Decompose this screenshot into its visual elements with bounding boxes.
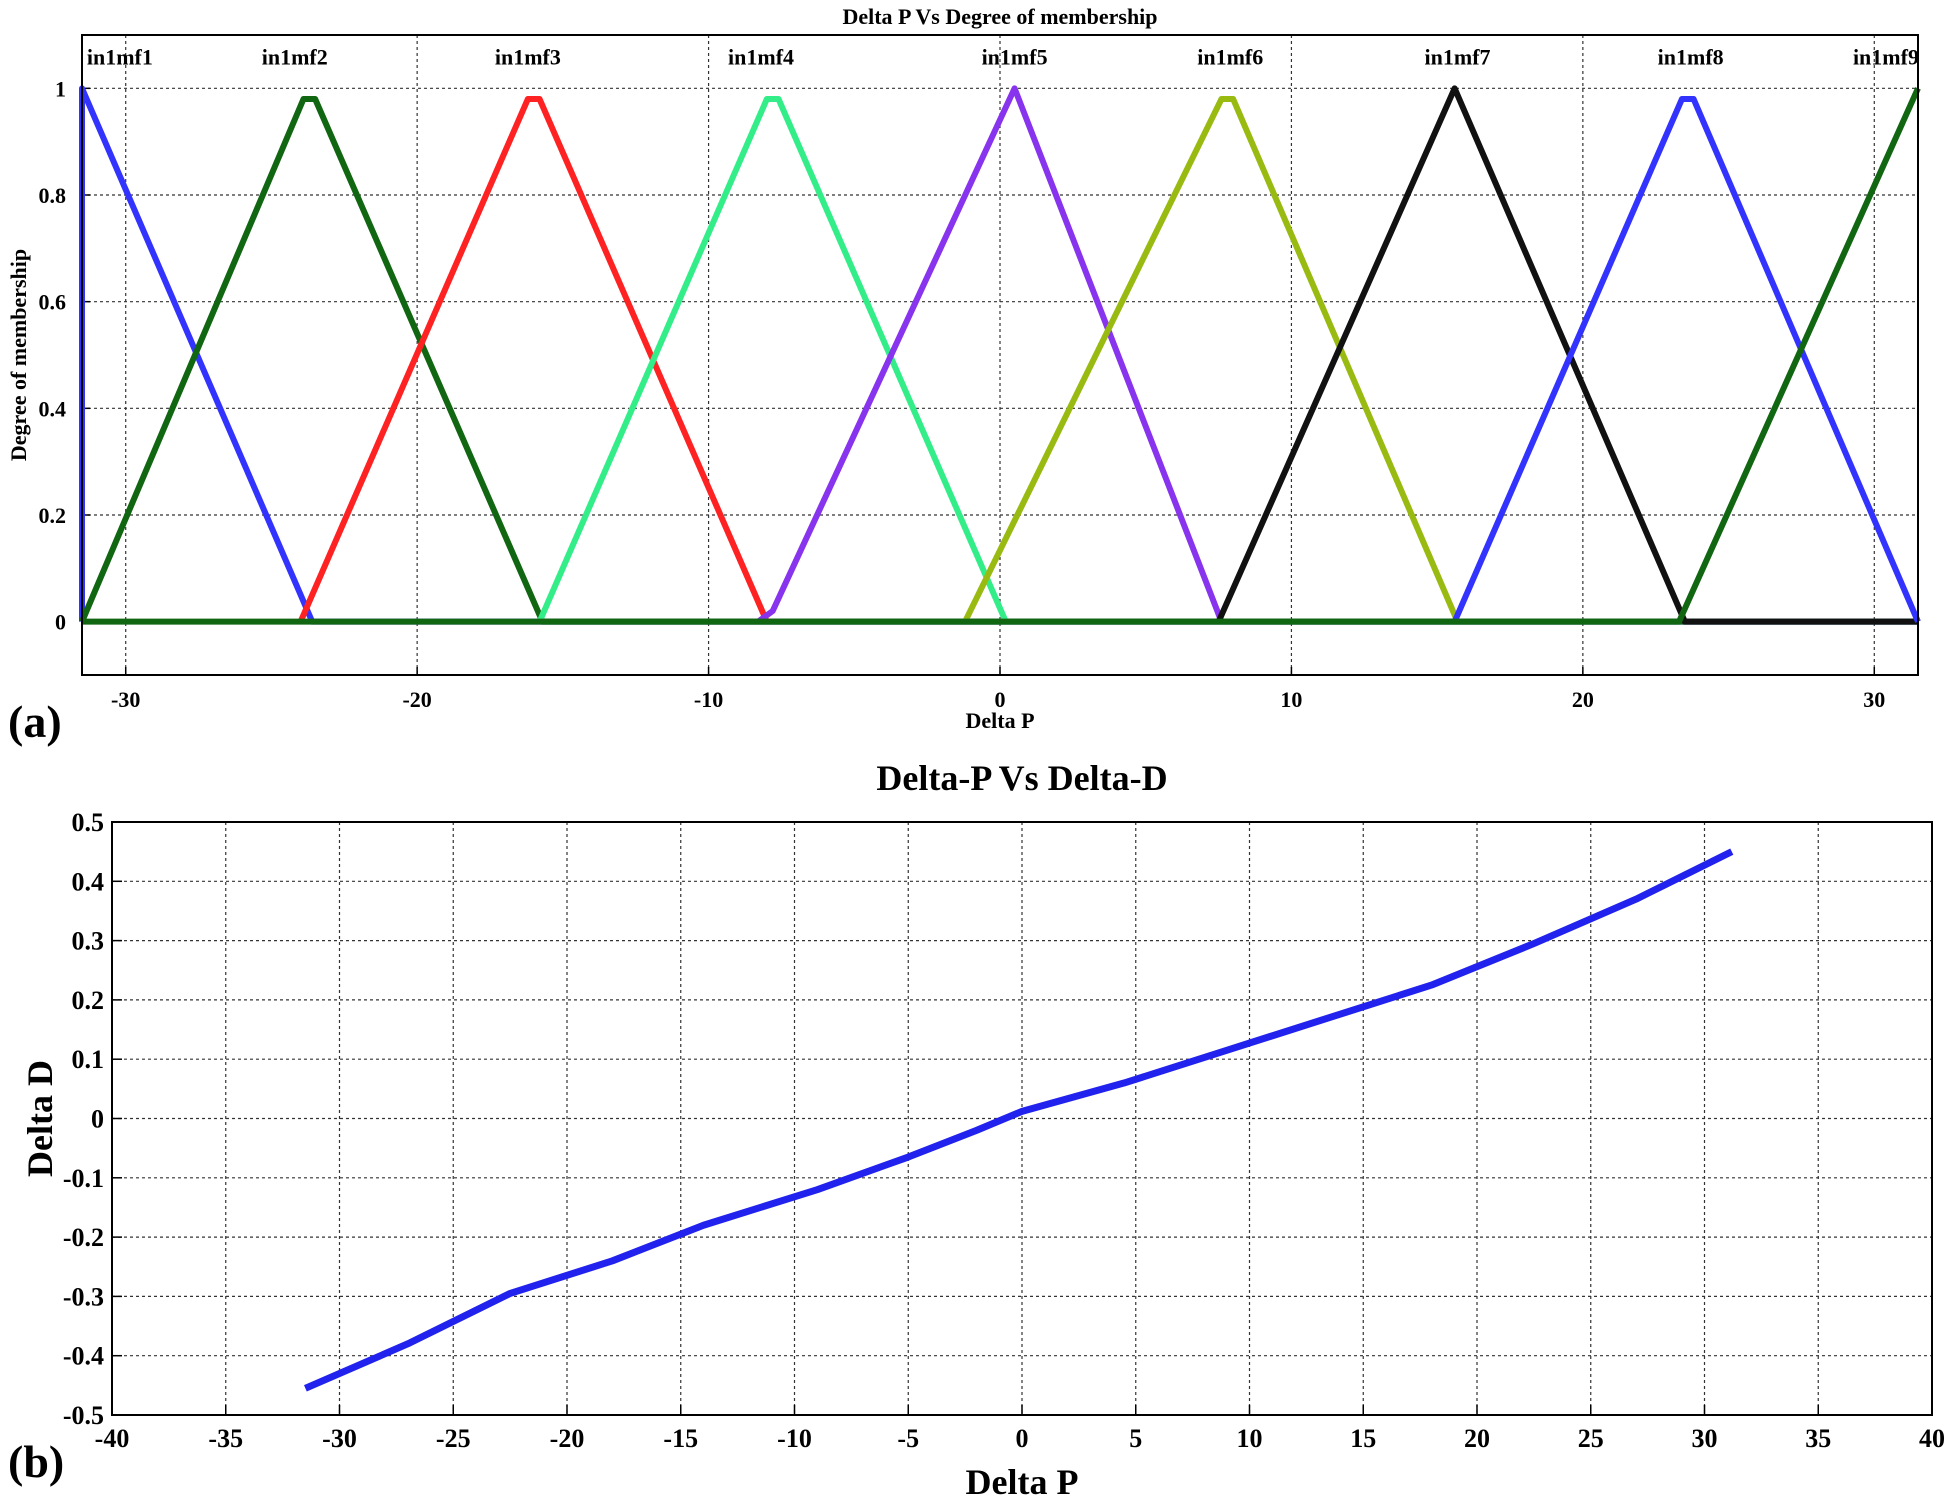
x-tick-label: -10 [777,1424,812,1453]
plot-frame [111,821,1933,1416]
chart-title: Delta P Vs Degree of membership [842,4,1157,29]
x-tick-label: 20 [1464,1424,1490,1453]
x-tick-label: -20 [402,687,431,712]
x-tick-label: 25 [1578,1424,1604,1453]
x-tick-label: -20 [550,1424,585,1453]
x-tick-label: 30 [1692,1424,1718,1453]
series-line-in1mf5 [756,85,1225,625]
y-tick-label: 0.2 [39,503,67,528]
x-tick-label: 15 [1350,1424,1376,1453]
x-tick-label: 5 [1129,1424,1142,1453]
y-tick-label: 0.3 [72,927,105,956]
x-tick-label: -25 [436,1424,471,1453]
x-tick-label: -40 [95,1424,130,1453]
y-tick-label: 0.8 [39,183,67,208]
x-tick-label: 0 [995,687,1006,712]
x-axis-label: Delta P [965,708,1034,733]
y-tick-label: 0.2 [72,986,105,1015]
y-axis-label: Delta D [20,1060,60,1177]
x-tick-label: -10 [694,687,723,712]
x-tick-label: 30 [1863,687,1885,712]
y-axis-label: Degree of membership [6,249,31,461]
y-tick-label: 0 [55,610,66,635]
y-tick-label: -0.5 [63,1401,104,1430]
series-label-in1mf6: in1mf6 [1197,44,1263,69]
y-tick-label: 0.4 [72,867,105,896]
series-line-in1mf4 [536,96,1009,623]
y-tick-label: 0.1 [72,1045,105,1074]
x-tick-label: 10 [1237,1424,1263,1453]
membership-chart: -30 -20 -10 0 10 20 30 0 0.2 0.4 0.6 0.8 1 in1mf1 in1m… [6,4,1921,733]
series-label-in1mf7: in1mf7 [1425,44,1491,69]
y-tick-label: -0.3 [63,1282,104,1311]
series-label-in1mf2: in1mf2 [262,44,328,69]
y-tick-label: 0.6 [39,290,67,315]
x-tick-label: -5 [897,1424,919,1453]
x-tick-label: 35 [1805,1424,1831,1453]
x-tick-label: 40 [1919,1424,1945,1453]
x-axis-label: Delta P [966,1462,1079,1502]
series-line-in1mf6 [962,96,1461,623]
y-tick-label: 0.4 [39,396,67,421]
y-tick-label: 0 [91,1105,104,1134]
series-label-in1mf8: in1mf8 [1658,44,1724,69]
series-line-in1mf9 [82,87,1921,625]
series-label-in1mf9: in1mf9 [1853,44,1919,69]
y-tick-label: -0.4 [63,1342,104,1371]
chart-title: Delta-P Vs Delta-D [876,758,1167,798]
series-line-in1mf8 [1451,96,1921,623]
series-label-in1mf1: in1mf1 [87,44,153,69]
delta-p-delta-d-chart: -40 -35 -30 -25 -20 -15 -10 -5 0 5 10 15 20 25 30 35 40 -… [20,758,1945,1502]
y-tick-label: -0.1 [63,1164,104,1193]
x-tick-label: 10 [1280,687,1302,712]
y-tick-label: 0.5 [72,808,105,837]
plot-frame [81,34,1919,676]
y-tick-label: -0.2 [63,1223,104,1252]
x-tick-label: -30 [111,687,140,712]
series-label-in1mf3: in1mf3 [495,44,561,69]
panel-label-a: (a) [8,696,62,747]
x-tick-label: -35 [208,1424,243,1453]
series-label-in1mf4: in1mf4 [728,44,794,69]
x-tick-label: -15 [663,1424,698,1453]
series-line-0 [303,848,1734,1392]
x-tick-label: -30 [322,1424,357,1453]
series-label-in1mf5: in1mf5 [982,44,1048,69]
x-tick-label: 0 [1016,1424,1029,1453]
y-tick-label: 1 [55,76,66,101]
x-tick-label: 20 [1572,687,1594,712]
panel-label-b: (b) [8,1436,65,1487]
